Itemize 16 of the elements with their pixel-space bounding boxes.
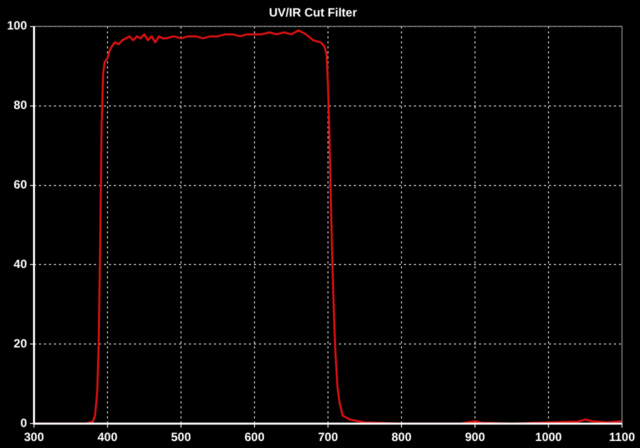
- y-tick-label: 40: [14, 257, 28, 272]
- x-tick-label: 800: [391, 430, 412, 444]
- y-tick-label: 100: [6, 18, 28, 33]
- y-tick-label: 20: [14, 336, 28, 350]
- y-tick-label: 60: [14, 178, 28, 192]
- x-tick-label: 600: [244, 430, 265, 444]
- y-tick-label: 80: [14, 98, 28, 112]
- x-tick-label: 400: [98, 430, 118, 444]
- x-tick-label: 500: [171, 430, 192, 444]
- x-tick-label: 900: [464, 430, 486, 444]
- x-tick-label: 300: [24, 430, 44, 444]
- x-tick-label: 1100: [608, 430, 636, 444]
- x-tick-label: 1000: [535, 430, 562, 444]
- x-tick-label: 700: [318, 430, 338, 444]
- y-tick-label: 0: [20, 416, 28, 430]
- chart-title: UV/IR Cut Filter: [268, 6, 358, 20]
